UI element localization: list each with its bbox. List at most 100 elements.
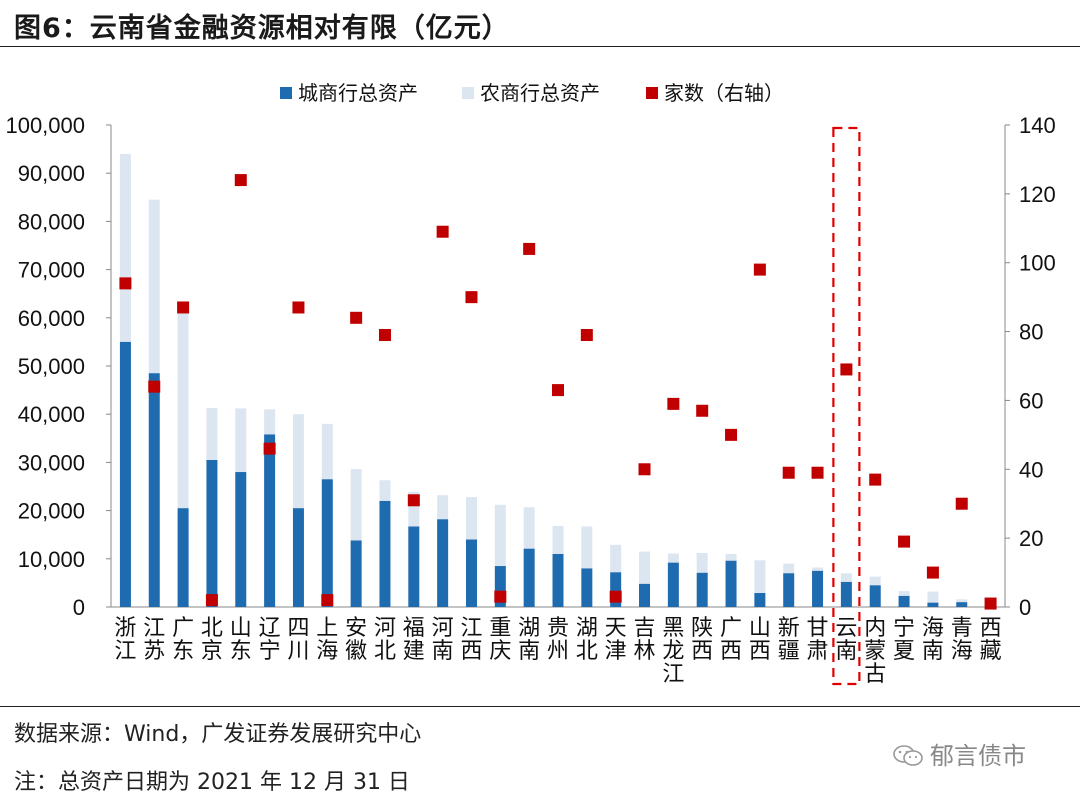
bar-rural-commercial — [610, 544, 622, 573]
bar-rural-commercial — [148, 199, 160, 374]
x-tick-label: 青海 — [951, 616, 973, 664]
watermark-text: 郁言债市 — [930, 742, 1026, 770]
x-tick-label: 黑龙江 — [662, 616, 684, 687]
x-tick-label: 江西 — [460, 616, 482, 664]
bar-city-commercial — [408, 526, 420, 607]
bank-count-point — [580, 329, 593, 342]
bar-rural-commercial — [956, 599, 968, 603]
bar-rural-commercial — [667, 553, 679, 563]
y-left-tick-label: 0 — [73, 595, 85, 620]
bar-city-commercial — [264, 434, 276, 607]
wechat-icon — [893, 745, 923, 766]
x-tick-label: 浙江 — [114, 616, 136, 664]
bar-city-commercial — [177, 508, 189, 607]
bank-count-point — [898, 535, 911, 548]
axes: 0 10,000 20,000 30,000 40,000 50,000 60,000 70,… — [5, 113, 1055, 620]
bar-city-commercial — [696, 572, 708, 607]
bar-city-commercial — [494, 566, 506, 607]
legend-label: 家数（右轴） — [664, 81, 784, 105]
bank-count-point — [494, 590, 507, 603]
bar-city-commercial — [523, 548, 535, 607]
x-tick-label: 上海 — [316, 616, 338, 664]
bar-rural-commercial — [235, 408, 247, 473]
bar-city-commercial — [840, 581, 852, 607]
x-tick-labels: 浙江江苏广东北京山东辽宁四川上海安徽河北福建河南江西重庆湖南贵州湖北天津吉林黑龙… — [114, 616, 1001, 687]
bar-rural-commercial — [494, 504, 506, 567]
x-tick-label: 湖南 — [518, 616, 540, 664]
bar-city-commercial — [898, 595, 910, 607]
legend: 城商行总资产 农商行总资产 家数（右轴） — [280, 81, 784, 105]
highlight-group — [832, 126, 861, 686]
bar-city-commercial — [148, 373, 160, 607]
bar-rural-commercial — [639, 551, 651, 584]
bar-rural-commercial — [898, 591, 910, 596]
bank-count-point — [321, 594, 334, 607]
bank-count-point — [696, 404, 709, 417]
bar-city-commercial — [639, 583, 651, 607]
bank-count-point — [234, 174, 247, 187]
x-tick-label: 湖北 — [576, 616, 598, 664]
bar-city-commercial — [725, 560, 737, 607]
bank-count-point — [177, 301, 190, 314]
bank-count-point — [148, 380, 161, 393]
x-tick-label: 陕西 — [691, 616, 713, 664]
y-left-tick-label: 40,000 — [18, 402, 85, 427]
bank-count-point — [811, 466, 824, 479]
bar-city-commercial — [956, 602, 968, 607]
bank-count-point — [667, 397, 680, 410]
bank-count-point — [753, 263, 766, 276]
bank-count-point — [609, 590, 622, 603]
bank-count-point — [638, 463, 651, 476]
source-note: 数据来源：Wind，广发证券发展研究中心 — [14, 722, 422, 747]
x-tick-label: 河北 — [374, 616, 396, 664]
x-tick-label: 贵州 — [547, 616, 569, 664]
bar-rural-commercial — [869, 576, 881, 586]
x-tick-label: 甘肃 — [807, 616, 829, 664]
y-left-tick-label: 30,000 — [18, 450, 85, 475]
bar-city-commercial — [552, 553, 564, 607]
legend-label: 农商行总资产 — [480, 81, 600, 105]
bar-rural-commercial — [408, 491, 420, 527]
y-left-tick-label: 10,000 — [18, 547, 85, 572]
x-tick-label: 吉林 — [634, 616, 656, 664]
bar-city-commercial — [869, 585, 881, 607]
y-left-tick-label: 20,000 — [18, 499, 85, 524]
bank-count-point — [263, 442, 276, 455]
y-right-tick-label: 100 — [1019, 251, 1056, 276]
bar-city-commercial — [379, 500, 391, 607]
bar-city-commercial — [292, 508, 304, 607]
y-right-tick-label: 80 — [1019, 320, 1043, 345]
bar-rural-commercial — [321, 423, 333, 480]
bar-rural-commercial — [840, 573, 852, 582]
x-tick-label: 西藏 — [980, 616, 1002, 664]
watermark: 郁言债市 — [892, 736, 1026, 771]
bank-count-point — [407, 494, 420, 507]
highlight-box — [832, 126, 861, 686]
chart: 城商行总资产 农商行总资产 家数（右轴） 0 10,000 20,000 30,000 40… — [5, 81, 1055, 687]
bank-count-point — [725, 428, 738, 441]
legend-swatch — [646, 87, 658, 99]
bank-count-point — [984, 597, 997, 610]
bank-count-point — [378, 329, 391, 342]
bar-city-commercial — [812, 570, 824, 607]
x-tick-label: 宁夏 — [893, 616, 915, 664]
y-left-tick-label: 100,000 — [5, 113, 85, 138]
x-tick-label: 山西 — [749, 616, 771, 664]
y-right-tick-label: 120 — [1019, 182, 1056, 207]
points — [119, 174, 997, 610]
bar-city-commercial — [667, 562, 679, 607]
top-rule — [0, 46, 1080, 47]
legend-label: 城商行总资产 — [298, 81, 418, 105]
x-tick-label: 福建 — [403, 616, 425, 664]
x-tick-label: 河南 — [432, 616, 454, 664]
y-right-tick-label: 40 — [1019, 457, 1043, 482]
bars — [119, 153, 968, 607]
bank-count-point — [436, 225, 449, 238]
y-left-tick-label: 80,000 — [18, 209, 85, 234]
bank-count-point — [205, 594, 218, 607]
x-tick-label: 海南 — [922, 616, 944, 664]
bar-rural-commercial — [379, 480, 391, 501]
bar-rural-commercial — [465, 497, 477, 540]
bar-rural-commercial — [552, 526, 564, 554]
x-tick-label: 四川 — [287, 616, 309, 664]
